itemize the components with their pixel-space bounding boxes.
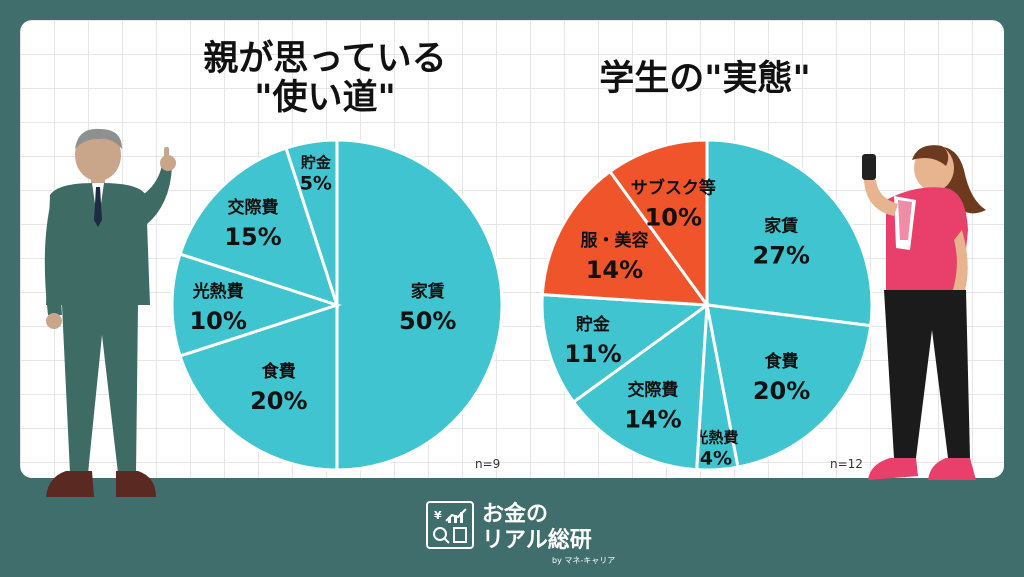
pie-slice (170, 252, 342, 358)
slice-value-label: 20% (753, 377, 810, 405)
slice-value-label: 4% (700, 448, 732, 470)
student-illustration (862, 145, 986, 480)
sample-size-label: n=9 (475, 457, 500, 471)
pie-slice (571, 301, 709, 472)
pie-slice (705, 303, 873, 469)
slice-value-label: 14% (624, 405, 681, 433)
slice-value-label: 11% (564, 340, 621, 368)
pie-slice (540, 293, 712, 405)
pie-slice (607, 138, 709, 310)
father-illustration (44, 128, 176, 497)
logo-text-line1: お金の (482, 502, 549, 527)
slice-label: 貯金 (301, 153, 332, 171)
slice-label: 貯金 (576, 314, 611, 335)
slice-label: 交際費 (227, 197, 278, 218)
pie-slice (540, 169, 711, 307)
slice-label: 家賃 (764, 216, 798, 237)
logo-mark-icon: ¥ (426, 501, 474, 549)
logo-subtext: by マネ-キャリア (552, 556, 616, 565)
pie-slice (705, 138, 874, 328)
slice-label: 食費 (765, 351, 799, 372)
slice-value-label: 14% (586, 256, 643, 284)
slice-value-label: 10% (189, 307, 246, 335)
pie-slice (335, 138, 504, 472)
slice-label: サブスク等 (631, 177, 716, 198)
slice-label: 家賃 (411, 281, 445, 302)
right-chart-title: 学生の"実態" (599, 59, 811, 99)
slice-value-label: 15% (224, 223, 281, 251)
slice-value-label: 20% (250, 387, 307, 415)
pie-slice (284, 138, 339, 306)
brand-logo: ¥ お金の リアル総研 by マネ-キャリア (426, 497, 626, 567)
slice-label: 食費 (262, 361, 296, 382)
pie-chart-1: 家賃 50% 食費 20% 光熱費 10% 交際費 15% 貯金5% n=9 (170, 138, 504, 472)
slice-label: 光熱費 (692, 429, 738, 447)
slice-value-label: 5% (300, 172, 332, 194)
slice-value-label: 27% (753, 242, 810, 270)
sample-size-label: n=12 (830, 457, 863, 471)
slice-label: 交際費 (627, 379, 678, 400)
slice-value-label: 10% (645, 203, 702, 231)
slice-value-label: 50% (399, 307, 456, 335)
pie-slice (178, 302, 339, 472)
svg-text:¥: ¥ (434, 509, 442, 522)
slice-label: 服・美容 (580, 230, 648, 251)
left-chart-title: 親が思っている "使い道" (203, 39, 447, 119)
slice-label: 光熱費 (192, 281, 244, 302)
logo-text-line2: リアル総研 (482, 528, 592, 553)
